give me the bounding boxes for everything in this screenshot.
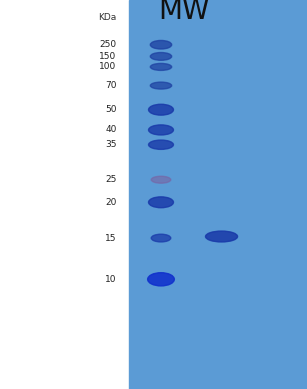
Ellipse shape (149, 197, 173, 208)
Ellipse shape (149, 140, 173, 149)
Ellipse shape (150, 63, 172, 70)
Bar (129, 0, 307, 389)
Text: 15: 15 (105, 233, 117, 243)
Text: 35: 35 (105, 140, 117, 149)
Text: KDa: KDa (99, 13, 117, 22)
Text: 25: 25 (105, 175, 117, 184)
Text: 50: 50 (105, 105, 117, 114)
Ellipse shape (149, 125, 173, 135)
Ellipse shape (150, 53, 172, 60)
Text: 20: 20 (105, 198, 117, 207)
Text: 10: 10 (105, 275, 117, 284)
Ellipse shape (205, 231, 238, 242)
Text: 100: 100 (99, 62, 117, 72)
Ellipse shape (149, 104, 173, 115)
Ellipse shape (151, 176, 171, 183)
Ellipse shape (151, 234, 171, 242)
Text: 70: 70 (105, 81, 117, 90)
Text: 40: 40 (105, 125, 117, 135)
Ellipse shape (148, 273, 174, 286)
Ellipse shape (150, 40, 172, 49)
Text: 250: 250 (99, 40, 117, 49)
Text: MW: MW (158, 0, 210, 25)
Text: 150: 150 (99, 52, 117, 61)
Ellipse shape (150, 82, 172, 89)
